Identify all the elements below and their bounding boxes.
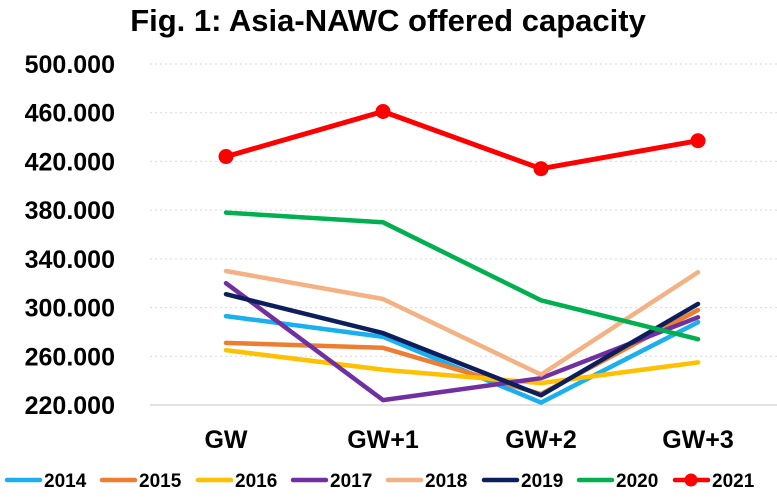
legend-label: 2019 xyxy=(521,471,563,492)
legend-item-2019: 2019 xyxy=(481,471,563,492)
x-tick-label: GW xyxy=(204,426,247,454)
y-tick-label: 460.000 xyxy=(25,100,115,128)
y-tick-label: 500.000 xyxy=(25,51,115,79)
legend-item-2017: 2017 xyxy=(290,471,372,492)
legend-item-2020: 2020 xyxy=(576,471,658,492)
y-tick-label: 300.000 xyxy=(25,295,115,323)
legend-label: 2015 xyxy=(139,471,182,492)
chart-title: Fig. 1: Asia-NAWC offered capacity xyxy=(130,3,646,38)
y-tick-label: 220.000 xyxy=(25,392,115,420)
series-lines xyxy=(218,103,706,405)
series-2019 xyxy=(223,291,701,398)
series-2017 xyxy=(223,280,701,403)
y-tick-label: 380.000 xyxy=(25,197,115,225)
legend: 2014 2015 2016 2017 2018 2019 2020 2021 xyxy=(4,471,755,492)
series-line-2021 xyxy=(223,109,701,172)
series-line-2018 xyxy=(223,268,701,377)
legend-item-2014: 2014 xyxy=(4,471,87,492)
data-point-2021 xyxy=(690,133,706,149)
legend-item-2021: 2021 xyxy=(672,471,755,492)
legend-label: 2020 xyxy=(616,471,658,492)
x-tick-label: GW+3 xyxy=(662,426,734,454)
series-2020 xyxy=(223,210,701,342)
legend-label: 2017 xyxy=(330,471,372,492)
data-point-2021 xyxy=(218,149,234,165)
y-tick-label: 260.000 xyxy=(25,343,115,371)
legend-label: 2018 xyxy=(425,471,467,492)
x-tick-label: GW+1 xyxy=(347,426,419,454)
x-axis-tick-labels: GW GW+1 GW+2 GW+3 xyxy=(204,426,733,454)
series-2016 xyxy=(223,347,701,386)
legend-label: 2021 xyxy=(712,471,755,492)
legend-label: 2014 xyxy=(44,471,87,492)
gridlines xyxy=(150,63,777,406)
legend-marker xyxy=(684,473,698,487)
x-tick-label: GW+2 xyxy=(505,426,577,454)
y-tick-label: 420.000 xyxy=(25,148,115,176)
legend-item-2015: 2015 xyxy=(99,471,182,492)
data-point-2021 xyxy=(375,103,391,119)
legend-item-2018: 2018 xyxy=(385,471,467,492)
legend-label: 2016 xyxy=(235,471,277,492)
series-line-2017 xyxy=(223,280,701,403)
legend-item-2016: 2016 xyxy=(195,471,277,492)
series-2021 xyxy=(218,103,706,177)
series-line-2019 xyxy=(223,291,701,398)
series-2018 xyxy=(223,268,701,377)
y-tick-label: 340.000 xyxy=(25,246,115,274)
series-line-2016 xyxy=(223,347,701,386)
data-point-2021 xyxy=(533,161,549,177)
series-line-2020 xyxy=(223,210,701,342)
y-axis-tick-labels: 220.000 260.000 300.000 340.000 380.000 420.0… xyxy=(25,51,115,420)
